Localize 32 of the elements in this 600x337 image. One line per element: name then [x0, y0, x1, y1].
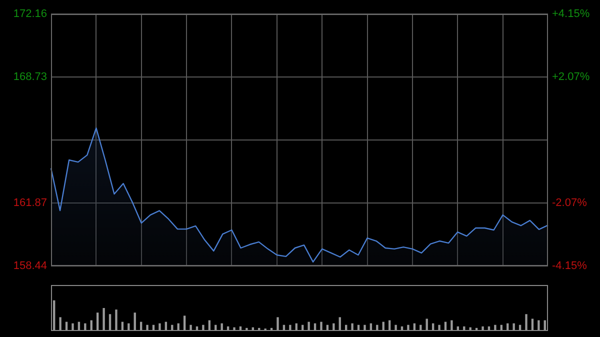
bar: [538, 320, 540, 331]
y-tick-label: 172.16: [13, 8, 47, 20]
y2-tick-label: +4.15%: [552, 8, 590, 20]
y-tick-label: 158.44: [13, 260, 47, 272]
bar: [364, 324, 366, 331]
y2-tick-label: +2.07%: [552, 71, 590, 84]
bar: [115, 310, 118, 331]
bar: [84, 323, 86, 331]
y-tick-label: 161.87: [13, 197, 47, 210]
bar: [438, 324, 440, 331]
bar: [59, 317, 62, 331]
y-tick-label: 168.73: [13, 71, 47, 84]
bar: [72, 323, 74, 331]
y2-tick-label: -2.07%: [552, 196, 588, 209]
bar: [202, 324, 204, 331]
bar: [525, 314, 528, 331]
bar: [146, 324, 148, 331]
bar: [102, 308, 105, 331]
y2-tick-label: -4.15%: [552, 260, 588, 272]
bar: [289, 324, 292, 331]
bar: [320, 322, 322, 331]
bar: [308, 322, 310, 331]
bar: [394, 324, 397, 331]
bar: [332, 323, 335, 331]
bar: [494, 324, 496, 331]
bar: [512, 323, 515, 331]
bar: [190, 324, 192, 331]
bar: [351, 323, 354, 331]
bar: [276, 317, 279, 331]
bar: [158, 323, 161, 331]
bar: [450, 320, 453, 331]
bar: [407, 324, 410, 331]
